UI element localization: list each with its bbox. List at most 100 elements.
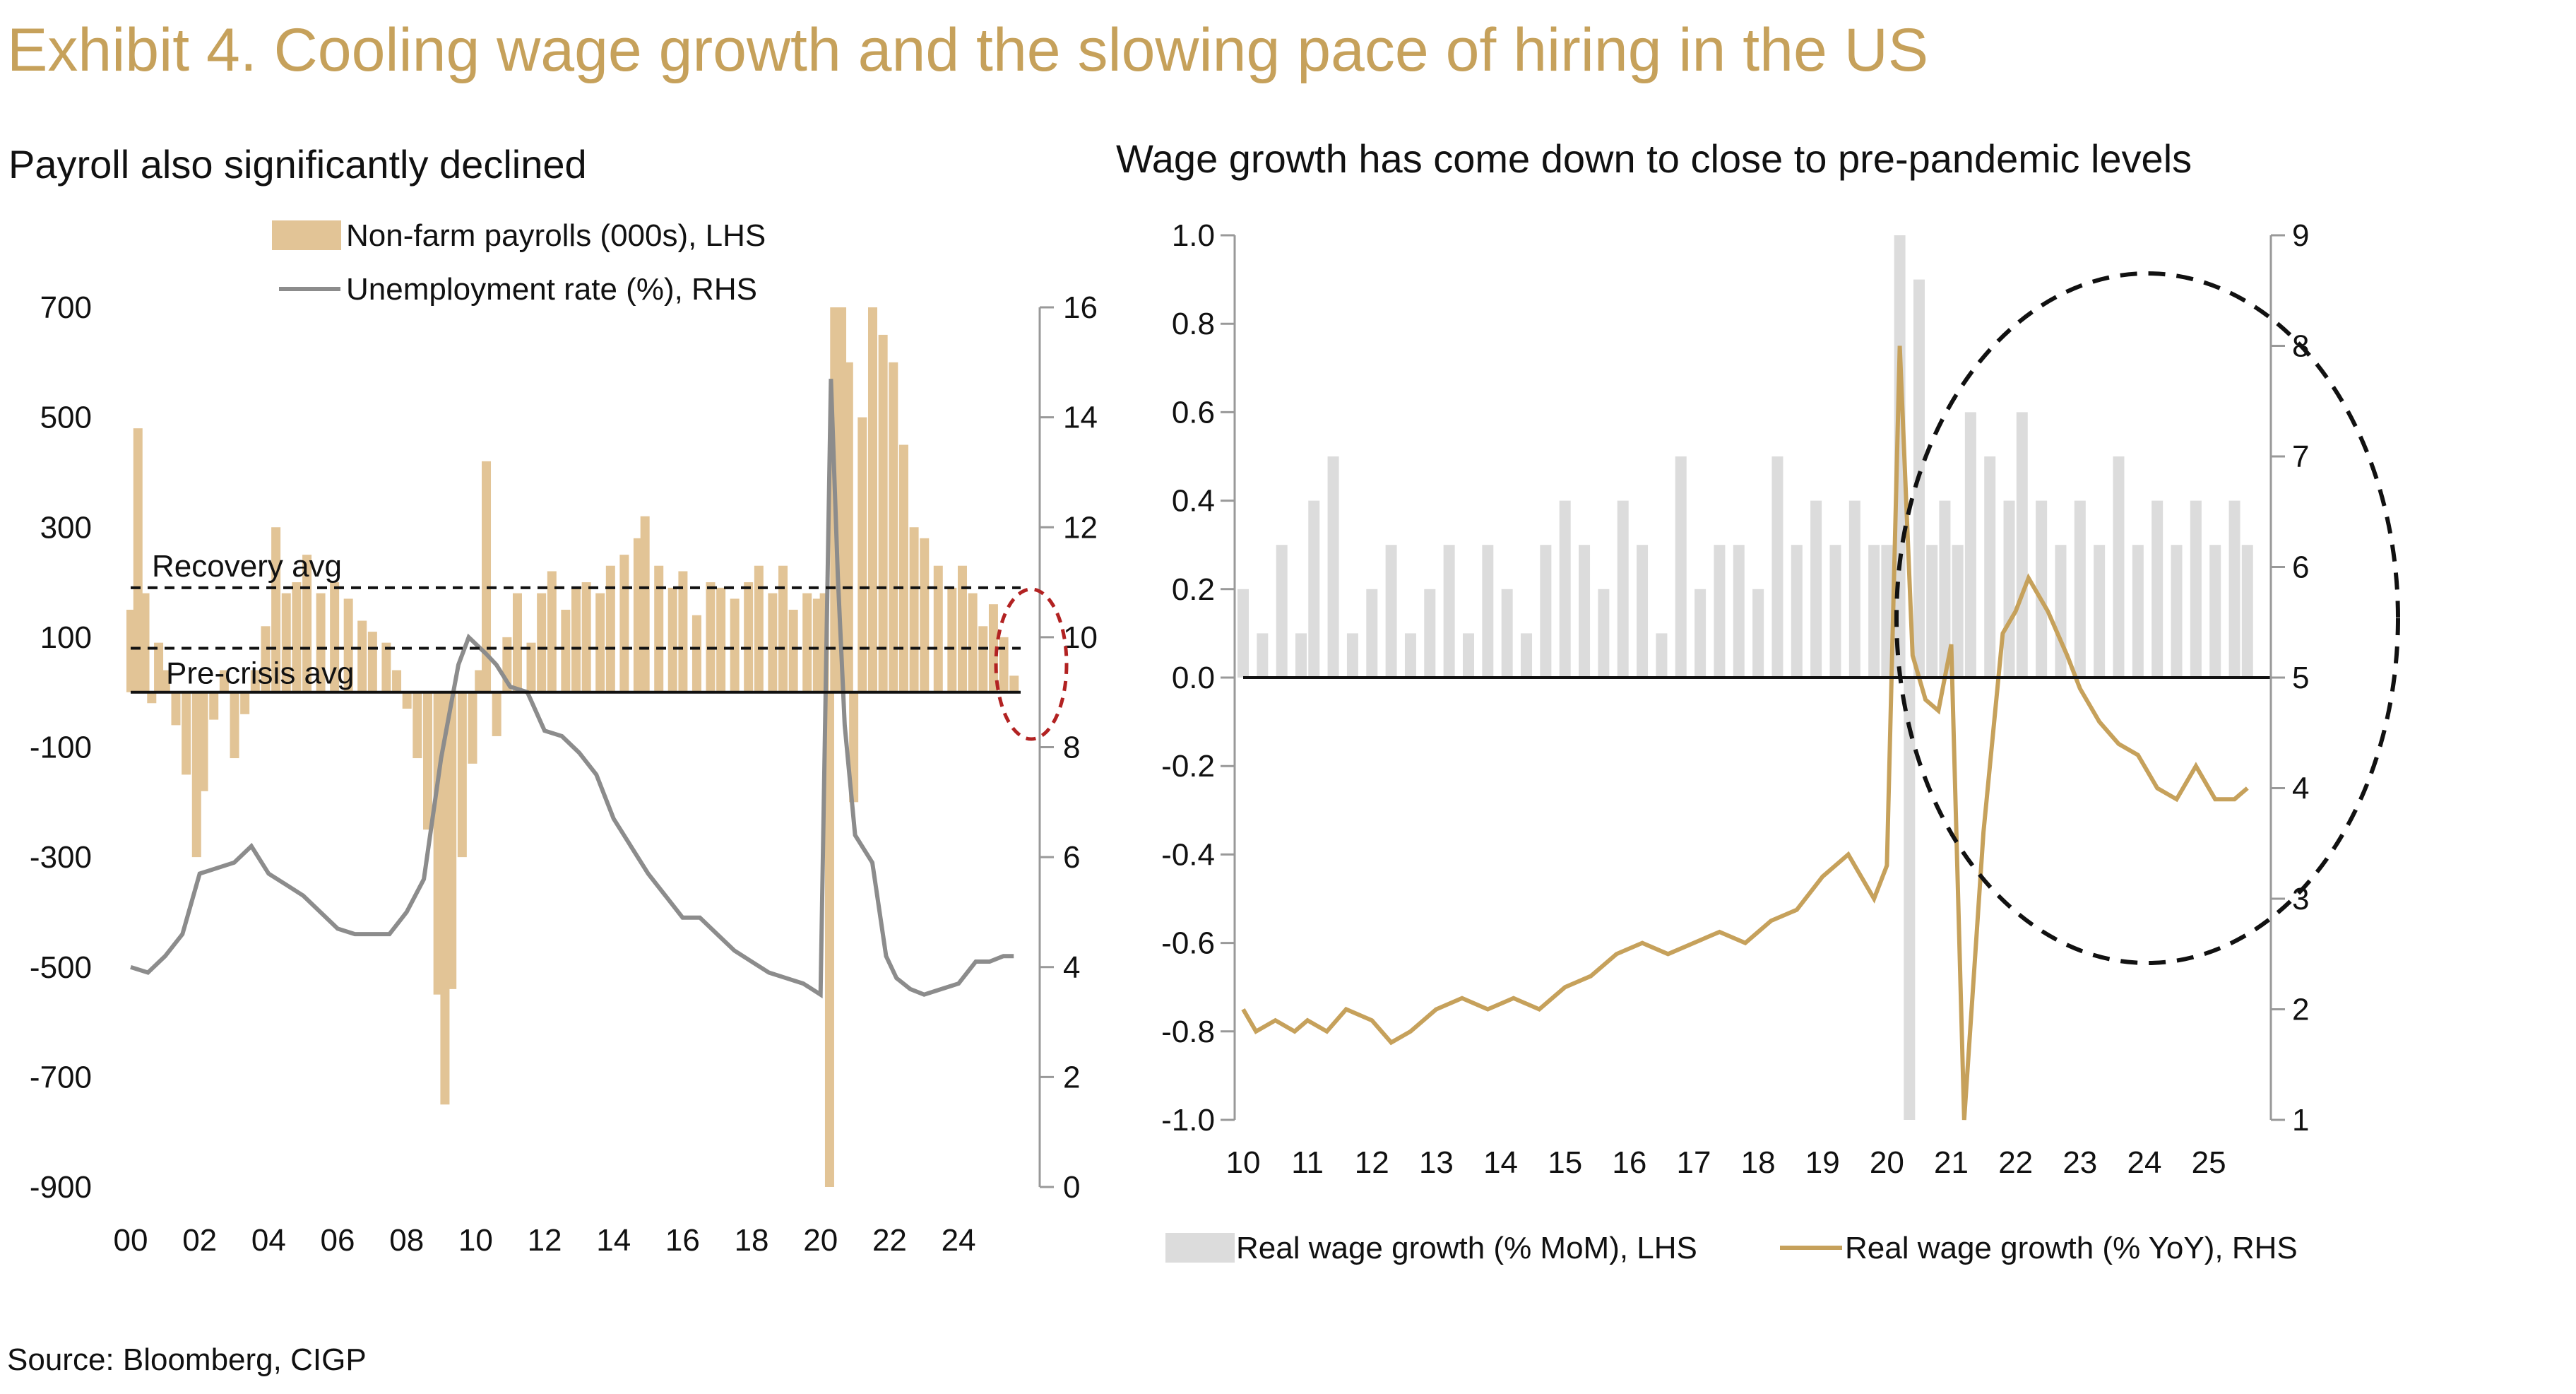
payroll-bar — [281, 593, 291, 692]
mom-bar — [1327, 456, 1339, 678]
mom-bar — [1501, 589, 1513, 678]
payroll-bar — [857, 417, 867, 692]
left-x-tick: 20 — [803, 1223, 838, 1258]
payroll-bar — [171, 692, 181, 726]
payroll-bar — [526, 642, 536, 692]
payroll-bar — [878, 334, 888, 692]
payroll-bar — [198, 692, 208, 791]
mom-bar — [2003, 500, 2015, 678]
right-chart: 1.0 0.8 0.6 0.4 0.2 0.0 -0.2 -0.4 -0.6 -0.8 -1.0 9… — [1161, 218, 2400, 1265]
payroll-bar — [778, 565, 788, 692]
mom-bar — [1694, 589, 1707, 678]
right-x-tick: 18 — [1741, 1145, 1776, 1180]
payroll-bar — [730, 598, 740, 692]
left-x-tick: 10 — [458, 1223, 493, 1258]
left-y-right-tick: 2 — [1063, 1060, 1080, 1094]
right-y-right-tick: 1 — [2292, 1103, 2309, 1138]
mom-bar — [1404, 633, 1416, 678]
right-x-tick: 10 — [1226, 1145, 1261, 1180]
payroll-bar — [868, 307, 877, 692]
mom-bar — [2132, 545, 2144, 678]
payroll-bar — [182, 692, 191, 775]
mom-bar — [2016, 412, 2028, 678]
right-y-right-tick: 6 — [2292, 550, 2309, 585]
payroll-bar — [744, 582, 754, 692]
mom-bar — [1385, 545, 1397, 678]
left-y-right-tick: 10 — [1063, 620, 1098, 655]
mom-bar — [1848, 500, 1860, 678]
mom-bar — [2171, 545, 2183, 678]
payroll-bar — [605, 565, 615, 692]
payroll-bar — [909, 527, 919, 692]
payroll-bar — [512, 593, 522, 692]
payroll-bar — [571, 587, 581, 692]
mom-bar — [1462, 633, 1474, 678]
mom-bar — [1482, 545, 1494, 678]
payroll-bar — [788, 609, 798, 692]
right-x-tick: 24 — [2127, 1145, 2161, 1180]
right-y-right-tick: 4 — [2292, 772, 2309, 806]
right-x-tick: 13 — [1419, 1145, 1454, 1180]
right-y-right-tick: 7 — [2292, 439, 2309, 474]
payroll-bar — [191, 692, 201, 858]
right-y-left-tick: -0.2 — [1161, 749, 1215, 784]
left-x-tick: 18 — [735, 1223, 769, 1258]
left-x-tick: 14 — [596, 1223, 631, 1258]
mom-bar — [2055, 545, 2067, 678]
right-x-tick: 16 — [1612, 1145, 1646, 1180]
right-y-right-tick: 5 — [2292, 661, 2309, 695]
legend-unemployment-label: Unemployment rate (%), RHS — [346, 272, 757, 307]
right-x-tick: 23 — [2062, 1145, 2097, 1180]
right-x-ticks: 10 11 12 13 14 15 16 17 18 19 20 21 22 23 24 25 — [1226, 1145, 2226, 1180]
payroll-bar — [447, 692, 457, 989]
right-y-left-tick: 0.2 — [1172, 572, 1215, 607]
payroll-bar — [219, 670, 229, 692]
right-y-left-tick: -0.8 — [1161, 1015, 1215, 1049]
payroll-bar — [947, 587, 957, 692]
mom-bar — [1656, 633, 1668, 678]
left-highlight-ellipse — [994, 587, 1069, 741]
left-y-tick: -500 — [30, 950, 92, 985]
legend-payrolls-label: Non-farm payrolls (000s), LHS — [346, 218, 766, 253]
right-y-left-ticks: 1.0 0.8 0.6 0.4 0.2 0.0 -0.2 -0.4 -0.6 -0.8 -1.0 — [1161, 218, 1235, 1138]
mom-bar — [1868, 545, 1880, 678]
left-x-tick: 08 — [389, 1223, 424, 1258]
payroll-bar — [812, 598, 822, 692]
right-highlight-ellipse — [1894, 271, 2400, 965]
left-y-right-tick: 16 — [1063, 290, 1098, 325]
payroll-bar — [367, 632, 377, 692]
mom-bar — [1952, 545, 1964, 678]
left-y-right-tick: 12 — [1063, 510, 1098, 545]
payroll-bar — [802, 593, 812, 692]
payroll-bar — [561, 609, 571, 692]
right-y-left-tick: -0.6 — [1161, 926, 1215, 961]
right-y-left-tick: 0.6 — [1172, 395, 1215, 430]
left-x-tick: 06 — [321, 1223, 355, 1258]
left-y-tick: -900 — [30, 1170, 92, 1205]
left-chart-title: Payroll also significantly declined — [8, 142, 587, 187]
right-y-left-tick: 1.0 — [1172, 218, 1215, 253]
payroll-bar — [754, 565, 764, 692]
right-x-tick: 14 — [1483, 1145, 1518, 1180]
mom-bar — [2209, 545, 2221, 678]
left-y-right-tick: 0 — [1063, 1170, 1080, 1205]
left-y-right-tick: 6 — [1063, 840, 1080, 875]
left-chart: Recovery avg Pre-crisis avg 700500300100… — [30, 218, 1098, 1258]
right-mom-bars — [1237, 235, 2253, 1120]
payroll-bar — [957, 565, 967, 692]
right-x-tick: 20 — [1870, 1145, 1904, 1180]
left-y-right-ticks: 16 14 12 10 8 6 4 2 0 — [1040, 290, 1098, 1205]
mom-bar — [1540, 545, 1552, 678]
legend-yoy-label: Real wage growth (% YoY), RHS — [1845, 1231, 2298, 1265]
payroll-bar — [547, 571, 557, 692]
left-x-tick: 04 — [251, 1223, 286, 1258]
payroll-bar — [619, 555, 629, 692]
mom-bar — [1443, 545, 1455, 678]
mom-bar — [1617, 500, 1629, 678]
mom-bar — [1810, 500, 1822, 678]
payroll-bar — [423, 692, 432, 830]
right-y-left-tick: -1.0 — [1161, 1103, 1215, 1138]
mom-bar — [1366, 589, 1378, 678]
payroll-bar — [230, 692, 239, 759]
